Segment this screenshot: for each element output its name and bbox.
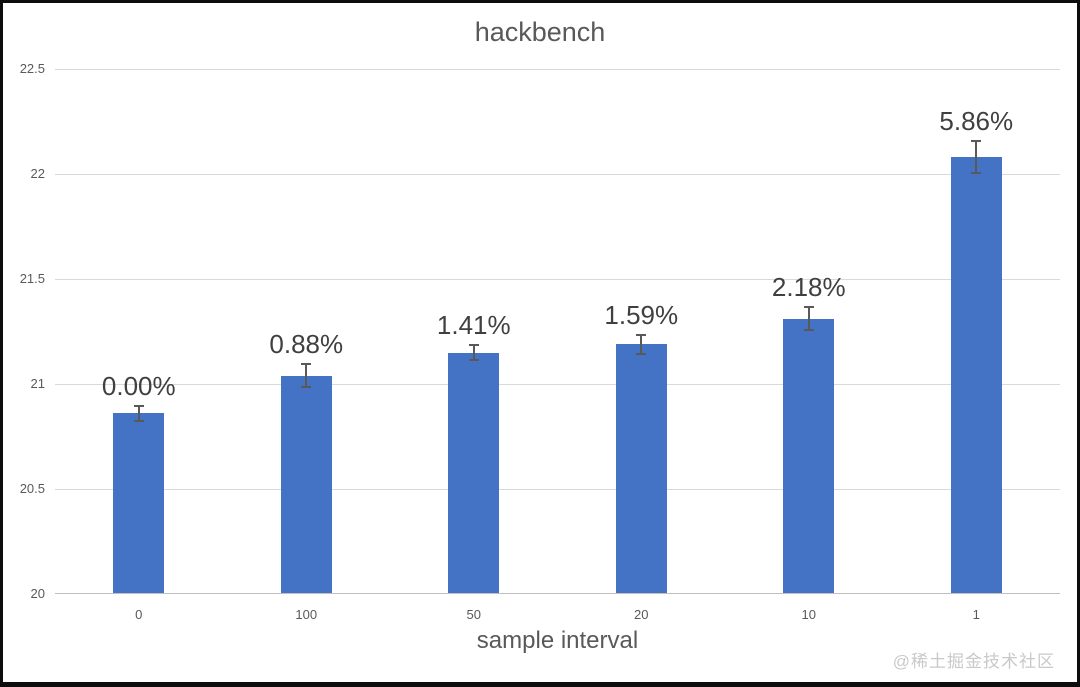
y-tick-label: 21.5 <box>19 271 45 286</box>
error-bar-cap-top <box>636 333 647 336</box>
error-bar-cap-bottom <box>301 386 312 389</box>
x-tick-label: 1 <box>972 607 980 622</box>
chart-title: hackbench <box>474 17 606 47</box>
error-bar-cap-bottom <box>636 352 647 355</box>
value-label: 0.88% <box>269 329 344 359</box>
x-tick-label: 50 <box>466 607 481 622</box>
error-bar <box>133 405 144 422</box>
error-bar-cap-bottom <box>803 329 814 332</box>
y-tick-label: 21 <box>30 376 45 391</box>
error-bar <box>636 333 647 355</box>
bar <box>783 318 835 594</box>
x-tick-label: 0 <box>135 607 143 622</box>
gridline <box>55 69 1060 70</box>
value-label: 2.18% <box>771 272 846 303</box>
x-tick-label: 100 <box>295 607 318 622</box>
y-tick-label: 22.5 <box>19 61 45 76</box>
error-bar-line <box>640 333 643 355</box>
gridline <box>55 174 1060 175</box>
x-axis-line <box>55 593 1060 594</box>
bar <box>113 413 165 594</box>
bar <box>280 375 332 594</box>
x-tick-label: 20 <box>634 607 649 622</box>
error-bar-cap-top <box>133 405 144 407</box>
error-bar-cap-bottom <box>468 358 479 361</box>
error-bar-cap-top <box>301 363 312 365</box>
bar <box>615 344 667 594</box>
error-bar-line <box>305 363 308 389</box>
gridline <box>55 384 1060 385</box>
error-bar-line <box>472 344 475 361</box>
error-bar-cap-bottom <box>971 171 982 174</box>
gridline <box>55 489 1060 490</box>
value-label: 1.59% <box>604 299 679 330</box>
bar <box>950 157 1002 594</box>
error-bar-cap-top <box>468 344 479 347</box>
y-tick-label: 20 <box>30 586 45 601</box>
error-bar <box>468 344 479 361</box>
x-tick-label: 10 <box>801 607 816 622</box>
error-bar-cap-top <box>971 140 982 143</box>
plot-area: 0.00% 0.88% 1.41% 1.59% 2.18% 5.86% <box>55 69 1060 594</box>
y-tick-label: 22 <box>30 166 45 181</box>
error-bar <box>971 140 982 174</box>
value-label: 0.00% <box>101 371 176 401</box>
x-axis-title: sample interval <box>476 627 639 654</box>
value-label: 1.41% <box>436 310 511 341</box>
error-bar-cap-bottom <box>133 419 144 422</box>
error-bar-line <box>807 306 810 332</box>
watermark: @稀土掘金技术社区 <box>892 652 1055 671</box>
value-label: 5.86% <box>939 106 1014 137</box>
error-bar-line <box>975 140 978 174</box>
error-bar <box>301 363 312 389</box>
error-bar-cap-top <box>803 306 814 309</box>
gridline <box>55 279 1060 280</box>
bar <box>448 352 500 594</box>
y-tick-label: 20.5 <box>19 481 45 496</box>
error-bar-line <box>137 405 140 422</box>
error-bar <box>803 306 814 332</box>
